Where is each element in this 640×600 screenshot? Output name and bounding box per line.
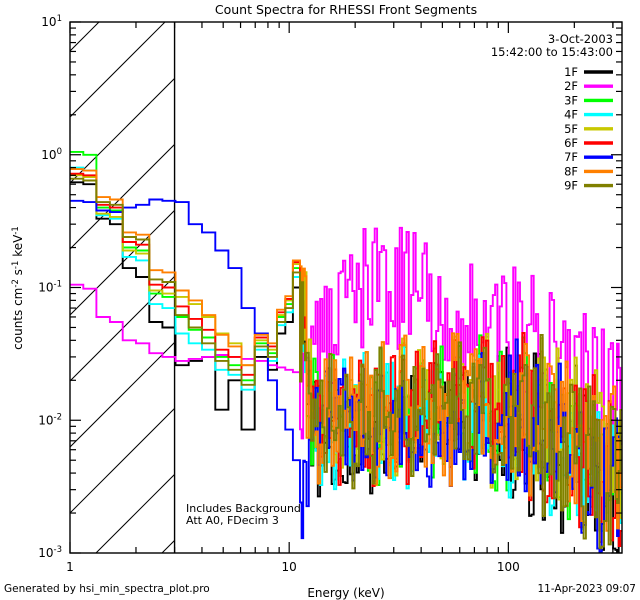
legend-label-7f: 7F: [564, 150, 578, 164]
x-tick-label-1: 1: [66, 560, 74, 574]
footer-timestamp: 11-Apr-2023 09:07: [537, 583, 636, 595]
y-axis-label: counts cm-2 s-1 keV-1: [11, 226, 25, 350]
plot-frame-and-ticks: [69, 21, 623, 554]
legend-label-6f: 6F: [564, 136, 578, 150]
legend-label-2f: 2F: [564, 79, 578, 93]
y-axis-label-p2: s: [11, 269, 25, 279]
legend-item-7f[interactable]: 7F: [564, 150, 613, 164]
legend-item-4f[interactable]: 4F: [564, 108, 613, 122]
y-axis-tick-labels: 10-3 10-2 10-1 100 101: [38, 14, 62, 560]
legend-item-2f[interactable]: 2F: [564, 79, 613, 93]
legend-label-9f: 9F: [564, 179, 578, 193]
spectra-series-layer: [70, 150, 622, 553]
legend-item-3f[interactable]: 3F: [564, 93, 613, 107]
svg-text:counts cm-2 s-1 keV-1: counts cm-2 s-1 keV-1: [11, 226, 25, 350]
legend-label-3f: 3F: [564, 93, 578, 107]
y-tick-label-1e-2: 10-2: [38, 412, 62, 427]
x-axis-tick-labels: 1 10 100: [66, 560, 520, 574]
series-line-2f: [70, 226, 622, 492]
legend-item-6f[interactable]: 6F: [564, 136, 613, 150]
legend-item-5f[interactable]: 5F: [564, 122, 613, 136]
y-axis-label-p4: keV: [11, 234, 25, 261]
y-axis-label-p3: -1: [11, 261, 21, 269]
chart-title: Count Spectra for RHESSI Front Segments: [215, 2, 477, 17]
note-attenuator-state: Att A0, FDecim 3: [186, 514, 279, 527]
legend-label-5f: 5F: [564, 122, 578, 136]
legend-label-8f: 8F: [564, 164, 578, 178]
legend-label-4f: 4F: [564, 108, 578, 122]
legend-item-8f[interactable]: 8F: [564, 164, 613, 178]
observation-date: 3-Oct-2003: [548, 32, 613, 46]
note-includes-background: Includes Background: [186, 502, 301, 515]
footer-generator: Generated by hsi_min_spectra_plot.pro: [4, 583, 210, 595]
legend-item-9f[interactable]: 9F: [564, 179, 613, 193]
x-tick-label-10: 10: [282, 560, 297, 574]
observation-time-range: 15:42:00 to 15:43:00: [491, 45, 613, 59]
y-tick-label-1e1: 101: [41, 14, 62, 29]
legend-item-1f[interactable]: 1F: [564, 65, 613, 79]
legend-label-1f: 1F: [564, 65, 578, 79]
series-line-9f: [70, 177, 622, 550]
x-axis-label: Energy (keV): [307, 586, 384, 600]
y-tick-label-1e-3: 10-3: [38, 545, 62, 560]
y-tick-label-1e-1: 10-1: [38, 280, 62, 295]
y-tick-label-1e0: 100: [41, 147, 62, 162]
series-line-8f: [70, 168, 622, 532]
y-axis-label-p1: -2: [11, 279, 21, 287]
x-tick-label-100: 100: [497, 560, 520, 574]
y-axis-label-p0: counts cm: [11, 288, 25, 350]
y-axis-label-p5: -1: [11, 226, 21, 234]
